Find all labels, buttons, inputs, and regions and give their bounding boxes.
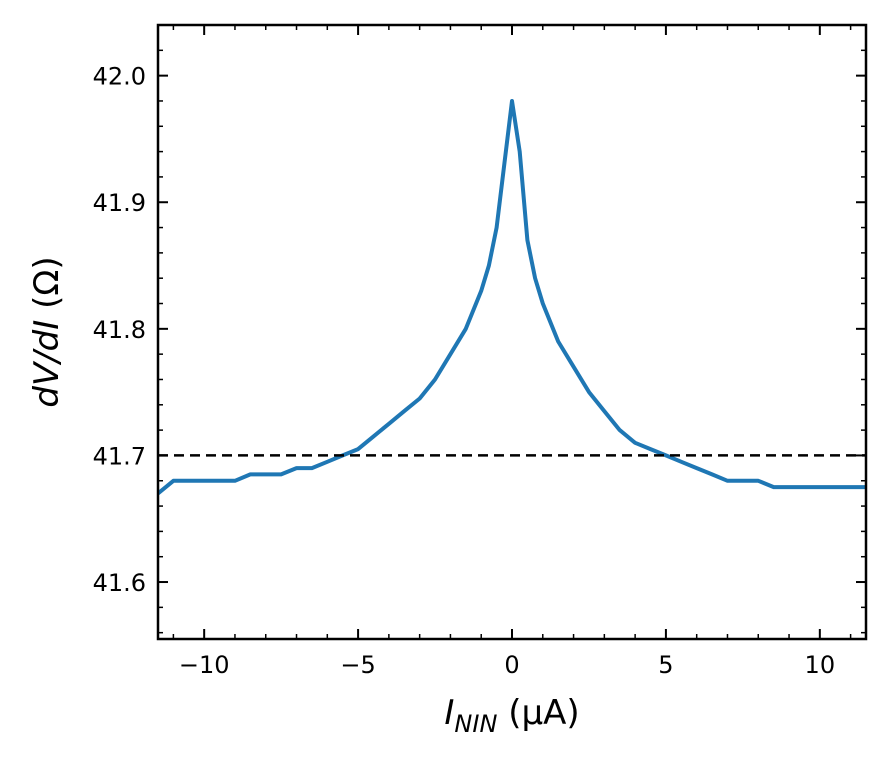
x-tick-label: −10 — [179, 651, 230, 679]
y-tick-label: 41.8 — [93, 316, 146, 344]
y-axis-label: dV/dI (Ω) — [27, 256, 67, 407]
tick-label-layer: −10 −5 0 5 10 41.6 41.7 41.8 41.9 42.0 — [93, 63, 836, 679]
y-tick-label: 41.9 — [93, 189, 146, 217]
y-tick-label: 41.7 — [93, 442, 146, 470]
x-axis-label: ININ (μA) — [444, 693, 579, 738]
x-tick-label: 5 — [658, 651, 673, 679]
x-tick-label: 10 — [805, 651, 836, 679]
x-tick-label: 0 — [504, 651, 519, 679]
tick-layer — [158, 24, 866, 639]
series-line-0 — [158, 99, 866, 495]
series-layer — [158, 99, 866, 495]
y-tick-label: 41.6 — [93, 569, 146, 597]
x-tick-label: −5 — [340, 651, 375, 679]
y-tick-label: 42.0 — [93, 63, 146, 91]
